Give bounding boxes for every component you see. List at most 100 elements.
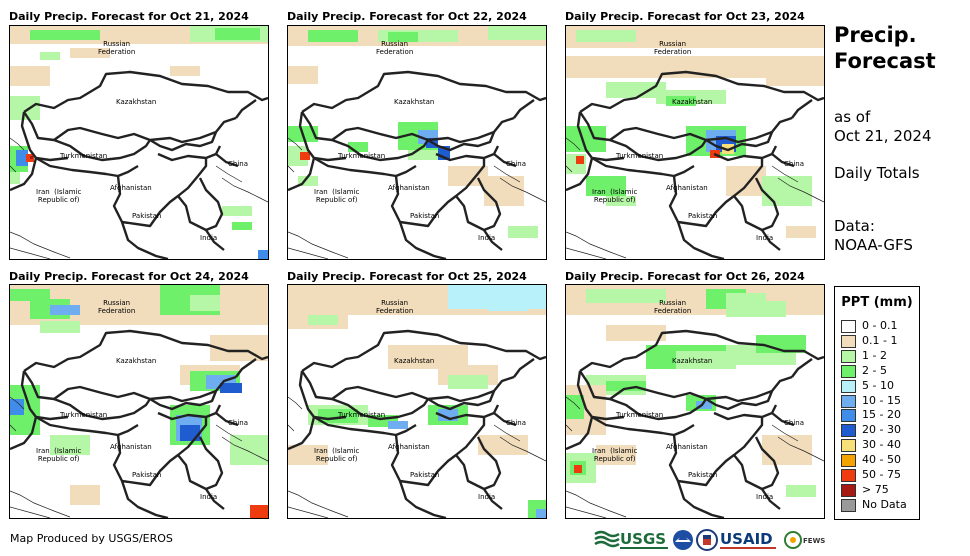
country-border <box>566 157 594 192</box>
precip-area <box>388 32 418 42</box>
country-border <box>398 221 447 259</box>
country-label-kazakhstan: Kazakhstan <box>394 357 435 365</box>
country-border <box>705 131 774 152</box>
country-border <box>331 397 429 421</box>
country-border <box>771 412 795 427</box>
precip-area <box>222 206 252 216</box>
precip-area <box>574 465 582 473</box>
legend-label: 50 - 75 <box>862 468 901 481</box>
precip-area <box>756 335 806 353</box>
precip-area <box>762 435 812 465</box>
country-border <box>609 397 707 421</box>
precip-area <box>766 66 824 86</box>
country-label-china: China <box>506 419 526 427</box>
country-label-turkmenistan: Turkmenistan <box>338 411 386 419</box>
legend-swatch <box>841 454 856 468</box>
country-border <box>35 156 139 178</box>
country-border <box>579 370 793 403</box>
precip-area <box>786 485 816 497</box>
country-border <box>235 99 257 119</box>
forecast-date: Oct 21, 2024 <box>834 127 932 145</box>
country-border <box>235 358 257 378</box>
precip-area <box>328 285 448 305</box>
country-label-turkmenistan: Turkmenistan <box>60 152 108 160</box>
minor-border <box>493 165 521 183</box>
precip-area <box>300 152 310 160</box>
minor-border <box>499 436 546 462</box>
country-label-china: China <box>506 160 526 168</box>
country-border <box>713 145 778 162</box>
minor-border <box>288 165 295 173</box>
minor-border <box>566 165 573 173</box>
panel-title: Daily Precip. Forecast for Oct 23, 2024 <box>565 10 805 23</box>
minor-border <box>221 177 268 203</box>
country-label-kazakhstan: Kazakhstan <box>672 357 713 365</box>
precip-area <box>308 315 338 325</box>
precip-area <box>348 142 368 152</box>
minor-border <box>566 396 581 410</box>
legend-label: 1 - 2 <box>862 348 887 362</box>
country-border <box>157 145 222 162</box>
country-border <box>733 436 780 491</box>
precip-area <box>606 325 666 341</box>
country-label-afghanistan: Afghanistan <box>110 184 152 192</box>
country-border <box>455 177 502 232</box>
legend-label: 30 - 40 <box>862 438 901 452</box>
country-border <box>483 488 503 510</box>
country-border <box>513 358 535 378</box>
country-border <box>205 488 225 510</box>
country-label-china: China <box>784 160 804 168</box>
forecast-map: Russian Federation Kazakhstan Turkmenistan… <box>565 284 825 519</box>
country-border <box>23 111 237 144</box>
svg-text:FEWS NET: FEWS NET <box>803 537 826 545</box>
precip-area <box>606 381 646 391</box>
precip-area <box>596 445 636 465</box>
panel-title: Daily Precip. Forecast for Oct 25, 2024 <box>287 270 527 283</box>
country-label-iran: Iran (Islamic Republic of) <box>592 188 638 204</box>
legend-swatch <box>841 409 856 423</box>
minor-border <box>10 247 51 259</box>
country-label-turkmenistan: Turkmenistan <box>616 411 664 419</box>
country-border <box>427 390 496 411</box>
precip-area <box>388 421 408 429</box>
panel-title: Daily Precip. Forecast for Oct 26, 2024 <box>565 270 805 283</box>
country-border <box>331 138 429 162</box>
precip-area <box>606 196 636 206</box>
country-border <box>668 417 764 487</box>
precip-area <box>786 226 816 238</box>
legend-swatch <box>841 334 856 348</box>
country-label-china: China <box>784 419 804 427</box>
precip-area <box>10 399 24 415</box>
precip-area <box>288 146 308 166</box>
data-label: Data: <box>834 217 875 235</box>
precip-area <box>606 82 666 98</box>
precip-area <box>215 28 260 40</box>
country-border <box>566 416 594 451</box>
precip-area <box>50 305 80 315</box>
minor-border <box>566 506 607 518</box>
panel-title: Daily Precip. Forecast for Oct 22, 2024 <box>287 10 527 23</box>
legend-swatch <box>841 394 856 408</box>
precip-area <box>30 156 33 159</box>
minor-border <box>566 137 581 151</box>
minor-border <box>771 165 799 183</box>
country-label-china: China <box>228 160 248 168</box>
country-border <box>579 329 824 372</box>
country-label-iran: Iran (Islamic Republic of) <box>36 447 82 463</box>
country-label-kazakhstan: Kazakhstan <box>116 98 157 106</box>
country-border <box>298 111 347 162</box>
precip-area <box>488 301 528 311</box>
legend-label: 0.1 - 1 <box>862 333 898 347</box>
minor-border <box>288 247 329 259</box>
country-border <box>761 488 781 510</box>
legend-swatch <box>841 483 856 497</box>
minor-border <box>566 231 627 259</box>
minor-border <box>10 137 25 151</box>
minor-border <box>10 490 71 518</box>
country-label-kazakhstan: Kazakhstan <box>394 98 435 106</box>
precip-area <box>536 509 546 518</box>
country-border <box>205 229 225 251</box>
svg-text:USGS: USGS <box>620 530 666 548</box>
precip-area <box>10 66 50 86</box>
